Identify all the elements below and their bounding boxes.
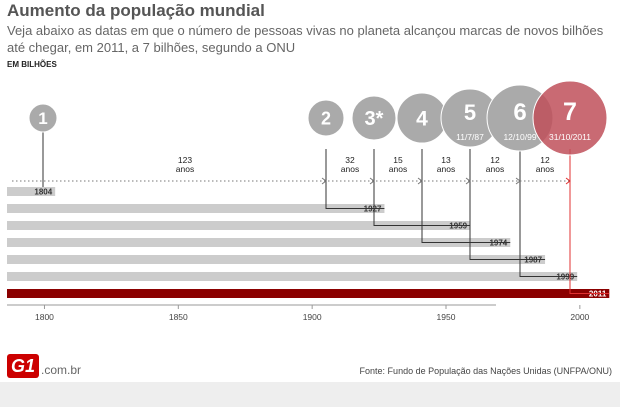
milestone-number: 1 [38,109,47,128]
milestone-number: 3* [365,108,384,130]
population-bar [7,272,578,281]
interval-unit: anos [486,164,504,174]
g1-logo[interactable]: G1 .com.br [7,354,81,378]
g1-logo-domain: .com.br [41,363,82,377]
interval-arrowhead [565,177,571,185]
interval-value: 15 [393,155,403,165]
interval-label: 32 anos [341,155,359,174]
interval-arrowhead [515,177,521,185]
x-tick-label: 1850 [169,312,188,322]
milestone-number: 4 [416,108,428,131]
milestone-date: 11/7/87 [456,132,484,142]
population-bar [7,187,56,196]
milestone-date: 12/10/99 [503,132,536,142]
milestone-connector [373,149,471,226]
chart-subtitle: Veja abaixo as datas em que o número de … [7,23,604,55]
interval-arrowhead [321,177,327,185]
milestone-connector [519,149,578,277]
milestone-number: 5 [464,100,476,125]
milestone-connector [421,149,511,243]
interval-unit: anos [536,164,554,174]
x-tick-label: 1950 [437,312,456,322]
interval-label: 12 anos [486,155,504,174]
milestone-circle [532,80,608,156]
x-tick-label: 1900 [303,312,322,322]
interval-value: 123 [178,155,192,165]
population-bar [7,238,511,247]
unit-label: EM BILHÕES [7,60,57,69]
interval-value: 13 [441,155,451,165]
interval-arrowhead [417,177,423,185]
population-bar [7,221,471,230]
population-bar [7,255,546,264]
interval-label: 15 anos [389,155,407,174]
milestone-date: 31/10/2011 [549,132,591,142]
chart-title: Aumento da população mundial [7,1,265,20]
interval-arrowhead [465,177,471,185]
interval-arrowhead [369,177,375,185]
interval-label: 12 anos [536,155,554,174]
interval-unit: anos [437,164,455,174]
milestone-circle [351,95,397,141]
interval-value: 32 [345,155,355,165]
x-tick-label: 2000 [570,312,589,322]
interval-label: 13 anos [437,155,455,174]
population-bar [7,204,385,213]
interval-unit: anos [341,164,359,174]
milestone-circle [28,103,58,133]
interval-value: 12 [540,155,550,165]
milestone-circle [307,99,345,137]
milestone-number: 6 [513,99,526,126]
source-note: Fonte: Fundo de População das Nações Uni… [359,366,612,376]
footer-band [0,382,620,407]
x-tick-label: 1800 [35,312,54,322]
interval-unit: anos [176,164,194,174]
interval-label: 123 anos [176,155,194,174]
interval-unit: anos [389,164,407,174]
population-bar [7,289,610,298]
bar-year-label: 1804 [34,188,52,197]
milestone-number: 7 [563,98,577,126]
milestone-connector [569,149,610,294]
milestone-number: 2 [321,108,331,128]
milestone-connector [325,149,385,209]
g1-logo-mark: G1 [7,354,39,378]
interval-value: 12 [490,155,500,165]
